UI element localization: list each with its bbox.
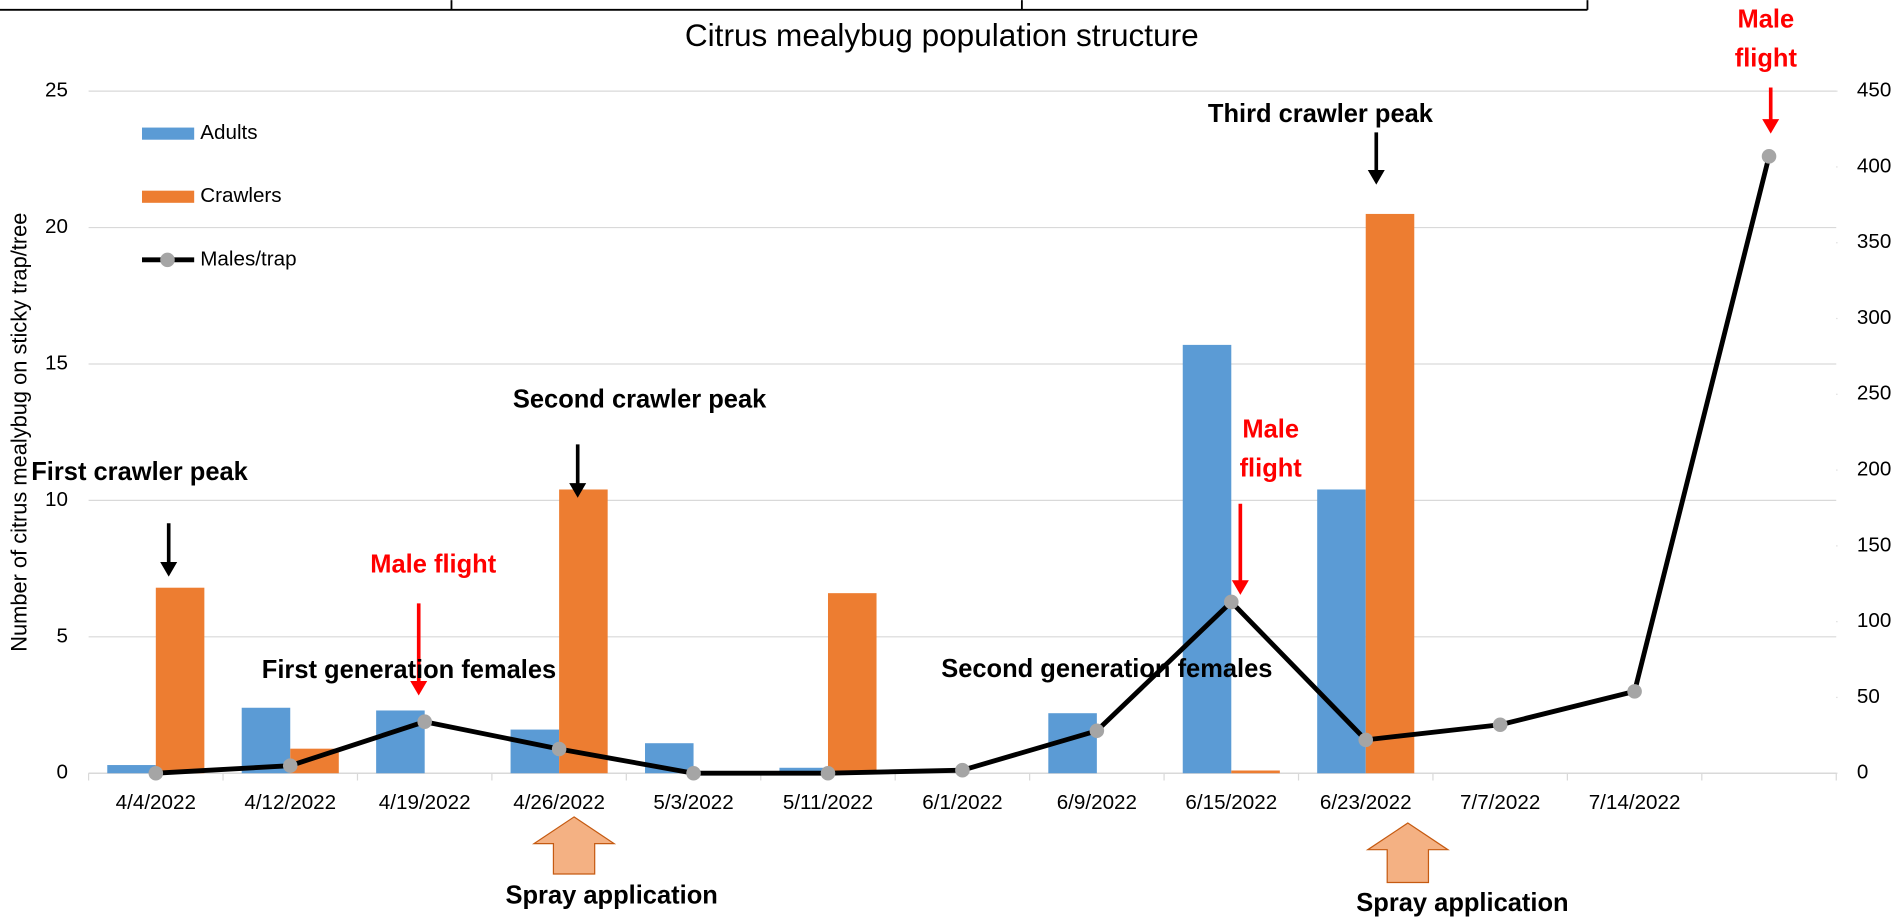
- y-tick-label: 15: [45, 351, 68, 374]
- x-tick-label: 7/14/2022: [1589, 791, 1681, 814]
- annotation-text: First crawler peak: [31, 458, 248, 486]
- bar: [1182, 344, 1232, 774]
- y-tick-label: 5: [56, 624, 67, 647]
- chart-title: Citrus mealybug population structure: [685, 17, 1199, 53]
- marker: [1224, 594, 1239, 610]
- y-axis-label: Number of citrus mealybug on sticky trap…: [6, 213, 31, 652]
- marker: [1761, 149, 1777, 164]
- spray-arrow: [532, 816, 617, 875]
- annotation-text: First generation females: [262, 656, 556, 684]
- y2-tick-label: 250: [1857, 382, 1891, 405]
- annotation-arrowhead: [1231, 580, 1249, 595]
- annotation-text: Spray application: [1356, 889, 1568, 917]
- annotation: First crawler peak: [31, 458, 249, 577]
- bar: [559, 489, 608, 774]
- x-tick-label: 5/3/2022: [653, 791, 733, 814]
- legend-swatch: [160, 252, 175, 268]
- y2-tick-label: 150: [1857, 533, 1891, 556]
- annotation: Third crawler peak: [1208, 100, 1434, 185]
- annotation: Spray application: [1356, 822, 1569, 917]
- x-tick-label: 4/19/2022: [379, 791, 471, 814]
- annotation-arrowhead: [160, 562, 178, 577]
- annotation-arrowhead: [410, 680, 428, 696]
- marker: [955, 762, 970, 778]
- annotation-text: Male: [1242, 416, 1299, 444]
- y-tick-label: 10: [45, 488, 68, 511]
- annotation-arrowhead: [1367, 170, 1385, 185]
- y2-tick-label: 50: [1857, 685, 1880, 708]
- legend-item: Adults: [141, 121, 258, 144]
- annotation-arrowhead: [1762, 119, 1780, 134]
- annotation-text: flight: [1735, 44, 1798, 72]
- annotation: First generation females: [262, 656, 556, 684]
- legend-label: Males/trap: [200, 247, 296, 270]
- x-tick-label: 6/15/2022: [1185, 791, 1277, 814]
- marker: [1358, 732, 1374, 748]
- y2-tick-label: 450: [1857, 79, 1891, 102]
- legend-swatch: [141, 127, 195, 140]
- annotation: Male flight: [1735, 6, 1798, 134]
- marker: [1492, 717, 1508, 733]
- y2-tick-label: 100: [1857, 609, 1891, 632]
- annotation: Spray application: [506, 816, 718, 910]
- bar: [376, 710, 425, 774]
- y-tick-label: 20: [45, 215, 68, 238]
- spray-arrow: [1365, 822, 1450, 884]
- bar: [1365, 213, 1415, 774]
- annotation-text: flight: [1240, 455, 1303, 483]
- annotation-text: Spray application: [506, 882, 718, 910]
- marker: [417, 714, 432, 729]
- y2-tick-label: 400: [1857, 154, 1891, 177]
- legend-label: Adults: [200, 121, 257, 144]
- x-tick-label: 6/1/2022: [922, 791, 1002, 814]
- marker: [1089, 723, 1105, 739]
- annotation: Male flight: [370, 550, 497, 696]
- y2-tick-label: 300: [1857, 306, 1891, 329]
- bar: [155, 587, 205, 774]
- y2-tick-label: 200: [1857, 458, 1891, 481]
- bar: [779, 767, 828, 774]
- marker: [1627, 684, 1642, 699]
- x-tick-label: 6/23/2022: [1320, 791, 1412, 814]
- y2-tick-label: 350: [1857, 230, 1891, 253]
- marker: [820, 765, 836, 781]
- x-tick-label: 4/26/2022: [513, 791, 605, 814]
- annotation-text: Second crawler peak: [513, 385, 767, 413]
- marker: [282, 758, 298, 773]
- table-fragment: [0, 0, 1589, 11]
- x-tick-label: 5/11/2022: [783, 791, 873, 814]
- bar: [241, 707, 291, 774]
- x-tick-label: 4/12/2022: [244, 791, 336, 814]
- x-tick-label: 6/9/2022: [1057, 791, 1137, 814]
- annotation-text: Third crawler peak: [1208, 100, 1434, 128]
- annotation: Second generation females: [941, 655, 1272, 683]
- marker: [686, 765, 701, 781]
- bar: [1231, 770, 1280, 774]
- y2-tick-label: 0: [1857, 761, 1868, 784]
- annotation: Male flight: [1231, 416, 1303, 595]
- legend-swatch: [141, 190, 195, 203]
- annotation-text: Male: [1738, 6, 1795, 34]
- annotation-arrowhead: [569, 483, 587, 498]
- bar: [827, 593, 877, 774]
- y-tick-label: 0: [56, 761, 67, 784]
- legend-label: Crawlers: [200, 184, 281, 207]
- legend-item: Males/trap: [141, 247, 297, 270]
- annotation-text: Male flight: [370, 550, 496, 578]
- annotation-text: Second generation females: [941, 655, 1272, 683]
- y-tick-label: 25: [45, 79, 68, 102]
- marker: [148, 765, 164, 781]
- marker: [551, 741, 567, 757]
- legend-item: Crawlers: [141, 184, 282, 207]
- bar: [510, 729, 560, 774]
- bar: [1317, 489, 1366, 774]
- annotation: Second crawler peak: [513, 385, 767, 498]
- x-tick-label: 4/4/2022: [116, 791, 196, 814]
- bar: [107, 765, 156, 774]
- x-tick-label: 7/7/2022: [1460, 791, 1540, 814]
